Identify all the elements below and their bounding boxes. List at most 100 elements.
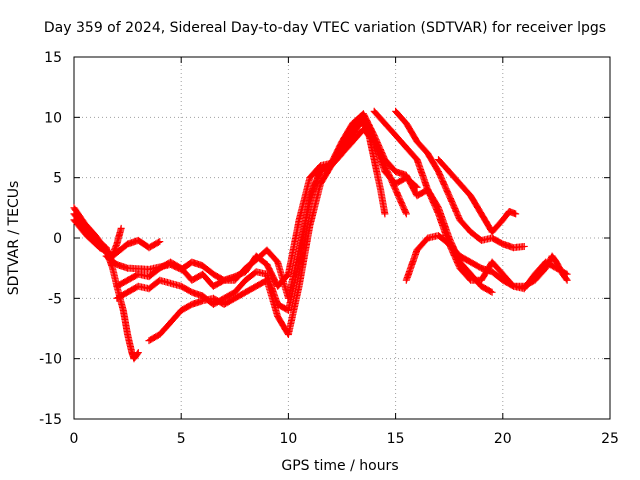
series-track-6 bbox=[113, 110, 571, 314]
data-point bbox=[563, 276, 571, 284]
data-point-run bbox=[156, 276, 184, 290]
data-point-run bbox=[145, 331, 162, 345]
y-tick-label: -15 bbox=[39, 412, 62, 428]
series-track-10 bbox=[402, 232, 571, 290]
data-point-run bbox=[263, 276, 281, 319]
data-point-run bbox=[113, 226, 125, 248]
data-point-run bbox=[349, 127, 366, 145]
data-point-run bbox=[359, 125, 377, 144]
data-point-run bbox=[209, 277, 227, 290]
data-point-run bbox=[392, 107, 409, 126]
data-point-run bbox=[338, 139, 356, 157]
data-point-run bbox=[520, 277, 538, 290]
data-point-run bbox=[488, 234, 505, 247]
data-point-run bbox=[167, 258, 184, 271]
data-point-run bbox=[370, 138, 388, 168]
data-point bbox=[488, 288, 496, 296]
data-point-run bbox=[531, 265, 549, 284]
data-point-run bbox=[370, 107, 388, 126]
data-point-run bbox=[231, 289, 248, 302]
data-point bbox=[156, 238, 164, 246]
data-point-run bbox=[413, 138, 431, 156]
data-point-run bbox=[109, 241, 130, 260]
data-point-run bbox=[381, 119, 399, 138]
data-point-run bbox=[231, 265, 248, 284]
data-point-run bbox=[370, 156, 384, 192]
data-point-run bbox=[488, 217, 506, 236]
y-tick-label: 10 bbox=[44, 110, 62, 126]
data-point-run bbox=[124, 331, 135, 355]
data-point-run bbox=[83, 232, 103, 251]
data-point-run bbox=[392, 186, 410, 216]
x-tick-label: 10 bbox=[279, 431, 297, 447]
data-point-run bbox=[488, 258, 506, 277]
data-point-run bbox=[559, 270, 570, 283]
series-track-8 bbox=[370, 107, 496, 296]
data-point-run bbox=[113, 289, 130, 302]
data-point-run bbox=[531, 259, 549, 278]
data-point-run bbox=[145, 238, 162, 252]
data-point-run bbox=[81, 222, 98, 241]
data-point-run bbox=[402, 248, 420, 284]
data-point-run bbox=[252, 247, 270, 264]
data-point-run bbox=[177, 264, 195, 283]
data-point-run bbox=[156, 320, 173, 338]
data-point-run bbox=[402, 171, 420, 198]
data-point bbox=[402, 210, 410, 218]
data-point-run bbox=[284, 284, 303, 338]
data-point-run bbox=[109, 264, 120, 289]
data-point bbox=[381, 210, 389, 218]
data-point-run bbox=[552, 258, 566, 277]
series-track-9 bbox=[392, 107, 528, 252]
data-point-run bbox=[499, 270, 516, 289]
x-tick-label: 0 bbox=[70, 431, 79, 447]
series-track-7 bbox=[145, 125, 410, 345]
data-point-run bbox=[424, 186, 442, 210]
data-point-run bbox=[413, 156, 431, 192]
data-point-run bbox=[119, 306, 131, 337]
data-point-run bbox=[231, 277, 248, 296]
data-point-run bbox=[177, 282, 195, 295]
data-point-run bbox=[220, 295, 237, 308]
data-point-run bbox=[467, 258, 484, 271]
data-point-run bbox=[445, 168, 463, 187]
data-point-run bbox=[435, 168, 453, 198]
data-point-run bbox=[467, 192, 485, 217]
x-tick-label: 20 bbox=[494, 431, 512, 447]
data-point-run bbox=[220, 289, 237, 302]
data-point-run bbox=[113, 277, 130, 290]
data-point-run bbox=[70, 216, 90, 238]
data-point-run bbox=[456, 180, 474, 199]
data-point-run bbox=[96, 244, 115, 259]
data-point-run bbox=[402, 119, 420, 144]
x-tick-label: 25 bbox=[601, 431, 619, 447]
data-point-run bbox=[435, 156, 452, 174]
chart-title: Day 359 of 2024, Sidereal Day-to-day VTE… bbox=[44, 20, 606, 36]
y-axis-label: SDTVAR / TECUs bbox=[6, 181, 22, 296]
data-point-run bbox=[295, 175, 313, 224]
data-point-run bbox=[70, 210, 88, 229]
y-tick-label: -5 bbox=[48, 291, 62, 307]
data-point-run bbox=[435, 204, 453, 241]
data-point-run bbox=[445, 192, 463, 222]
y-tick-label: -10 bbox=[39, 352, 62, 368]
data-point-run bbox=[377, 186, 389, 216]
data-point-run bbox=[548, 252, 559, 265]
data-point bbox=[117, 224, 125, 232]
data-point bbox=[134, 349, 142, 357]
data-point-run bbox=[199, 262, 216, 277]
data-point-run bbox=[284, 260, 303, 314]
y-tick-label: 15 bbox=[44, 50, 62, 66]
data-point-run bbox=[145, 265, 163, 281]
y-tick-label: 0 bbox=[53, 231, 62, 247]
x-tick-label: 15 bbox=[387, 431, 405, 447]
data-point-run bbox=[167, 308, 184, 326]
data-point-run bbox=[102, 252, 120, 268]
series-track-3 bbox=[70, 216, 164, 260]
data-point-run bbox=[306, 181, 324, 230]
data-point-run bbox=[424, 150, 442, 174]
data-point-run bbox=[284, 218, 303, 278]
data-point-run bbox=[263, 246, 281, 265]
series-track-11 bbox=[435, 156, 520, 236]
data-point-run bbox=[445, 240, 463, 271]
